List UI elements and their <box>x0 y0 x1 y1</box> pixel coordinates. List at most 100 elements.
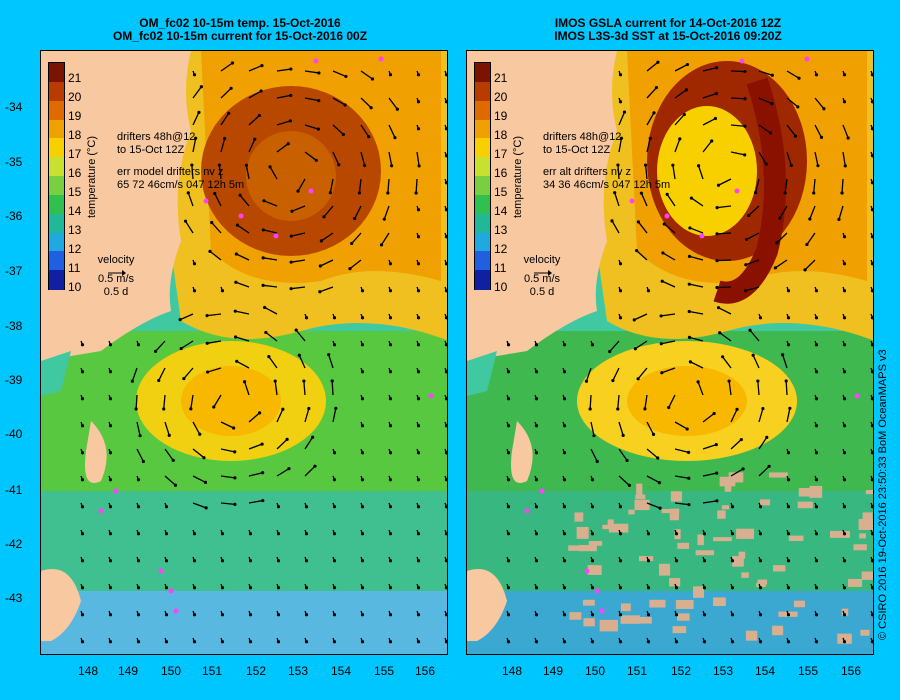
current-arrow-head <box>822 107 825 110</box>
current-arrow-head <box>380 243 383 246</box>
colorbar-swatch <box>49 176 64 196</box>
current-arrow-head <box>871 397 874 400</box>
current-arrow-head <box>109 478 112 481</box>
current-arrow-head <box>389 613 392 616</box>
current-arrow-head <box>697 164 700 167</box>
current-arrow-head <box>204 481 207 484</box>
current-arrow-head <box>759 532 762 535</box>
colorbar-swatch <box>49 251 64 271</box>
current-arrow-head <box>281 408 284 411</box>
current-arrow-head <box>507 586 510 589</box>
current-arrow-head <box>445 316 448 319</box>
current-arrow-head <box>249 613 252 616</box>
current-arrow-head <box>507 559 510 562</box>
current-arrow-head <box>234 281 237 284</box>
current-arrow-head <box>258 411 261 414</box>
no-data-patch <box>809 486 822 498</box>
current-arrow-head <box>871 586 874 589</box>
longitude-label: 156 <box>841 664 861 678</box>
colorbar-label: 18 <box>494 128 507 142</box>
current-arrow-head <box>287 142 290 145</box>
current-arrow-head <box>172 459 175 462</box>
current-arrow-head <box>714 117 717 120</box>
current-arrow-head <box>277 505 280 508</box>
colorbar-swatch <box>475 251 490 271</box>
no-data-patch <box>848 579 862 587</box>
current-arrow-head <box>616 407 619 410</box>
current-arrow-head <box>289 119 292 122</box>
drifter-track <box>239 214 244 219</box>
colorbar-label: 13 <box>494 223 507 237</box>
current-arrow-head <box>333 559 336 562</box>
current-arrow-head <box>230 87 233 90</box>
current-arrow-head <box>445 586 448 589</box>
current-arrow-head <box>635 249 638 252</box>
current-arrow-head <box>235 252 238 255</box>
current-arrow-head <box>765 162 768 165</box>
no-data-patch <box>859 519 874 530</box>
current-arrow-head <box>238 194 241 197</box>
current-arrow-head <box>619 316 622 319</box>
latitude-label: -43 <box>5 591 22 605</box>
current-arrow-head <box>535 505 538 508</box>
no-data-patch <box>670 509 679 521</box>
current-arrow-head <box>290 261 293 264</box>
current-arrow-head <box>507 343 510 346</box>
current-arrow-head <box>165 586 168 589</box>
right-colorbar-title: temperature (°C) <box>512 136 524 218</box>
current-arrow-head <box>445 343 448 346</box>
current-arrow-head <box>253 138 256 141</box>
current-arrow <box>590 395 591 409</box>
current-arrow-head <box>647 586 650 589</box>
current-arrow-head <box>389 424 392 427</box>
current-arrow-head <box>563 505 566 508</box>
current-arrow-head <box>135 407 138 410</box>
current-arrow-head <box>843 505 846 508</box>
south-eddy-core <box>627 366 747 436</box>
current-arrow-head <box>675 559 678 562</box>
current-arrow-head <box>233 476 236 479</box>
current-arrow-head <box>361 532 364 535</box>
no-data-patch <box>577 527 589 539</box>
current-arrow-head <box>815 370 818 373</box>
current-arrow-head <box>81 505 84 508</box>
current-arrow-head <box>221 289 224 292</box>
right-colorbar <box>474 62 491 290</box>
current-arrow-head <box>815 586 818 589</box>
current-arrow-head <box>815 316 818 319</box>
current-arrow-head <box>81 397 84 400</box>
current-arrow-head <box>348 267 351 270</box>
current-arrow-head <box>165 505 168 508</box>
current-arrow-head <box>740 438 743 441</box>
current-arrow-head <box>871 235 874 238</box>
no-data-patch <box>769 472 788 477</box>
current-arrow-head <box>815 343 818 346</box>
left-velocity-speed: 0.5 m/s <box>88 273 144 286</box>
current-arrow-head <box>245 164 248 167</box>
current-arrow-head <box>661 251 664 254</box>
current-arrow-head <box>350 242 353 245</box>
current-arrow-head <box>361 316 364 319</box>
current-arrow-head <box>619 289 622 292</box>
current-arrow-head <box>311 436 314 439</box>
longitude-label: 153 <box>288 664 308 678</box>
current-arrow-head <box>686 427 689 430</box>
no-data-patch <box>697 535 703 546</box>
ocean-band <box>467 491 874 591</box>
no-data-patch <box>621 615 640 623</box>
current-arrow-head <box>81 370 84 373</box>
no-data-patch <box>635 500 650 510</box>
current-arrow-head <box>267 355 270 358</box>
current-arrow-head <box>622 434 625 437</box>
current-arrow-head <box>840 191 843 194</box>
current-arrow-head <box>361 505 364 508</box>
current-arrow-head <box>361 343 364 346</box>
drifter-track <box>600 609 605 614</box>
current-arrow-head <box>871 451 874 454</box>
colorbar-label: 14 <box>494 204 507 218</box>
current-arrow-head <box>417 451 420 454</box>
current-arrow-head <box>759 505 762 508</box>
current-arrow-head <box>277 559 280 562</box>
current-arrow-head <box>660 371 663 374</box>
